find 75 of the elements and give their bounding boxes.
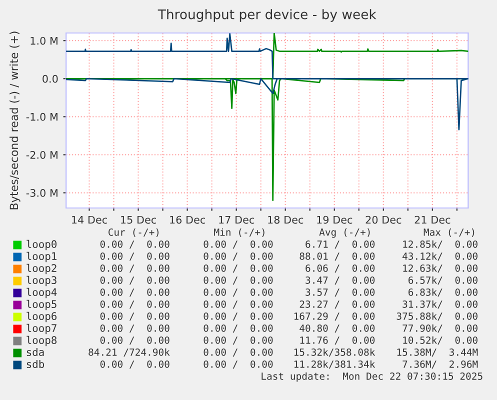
text: 15.32k/358.08k (294, 348, 376, 357)
legend-label: loop4 (26, 288, 57, 298)
text: 0.00 / 0.00 (204, 264, 273, 273)
text: Last update: Mon Dec 22 07:30:15 2025 (262, 372, 482, 382)
legend-label: sdb (26, 360, 44, 368)
text: 0.00 / 0.00 (100, 312, 170, 321)
text: 0.00 / 0.00 (204, 324, 273, 333)
text: 40.80 / 0.00 (300, 324, 375, 333)
text: 0.00 / 0.00 (100, 240, 170, 249)
text: 12.85k/ 0.00 (403, 240, 478, 249)
legend-label: loop3 (26, 276, 56, 286)
y-tick-label: -1.0 M (26, 112, 58, 121)
text: 0.00 / 0.00 (100, 264, 170, 273)
text: 88.01 / 0.00 (300, 252, 375, 261)
text: 0.00 / 0.00 (100, 360, 170, 369)
text: 0.00 / 0.00 (204, 276, 273, 285)
x-tick-label: 16 Dec (170, 216, 206, 224)
legend-label: loop8 (26, 336, 57, 346)
text: Avg (-/+) (319, 228, 370, 238)
y-axis-title: Bytes/second read (-) / write (+) (10, 32, 20, 210)
text: 43.12k/ 0.00 (402, 252, 478, 261)
text: 0.00 / 0.00 (204, 252, 273, 261)
text: 0.00 / 0.00 (204, 312, 273, 321)
text: 7.36M/ 2.96M (402, 360, 478, 369)
x-tick-label: 17 Dec (219, 216, 254, 224)
text: Min (-/+) (214, 228, 264, 237)
y-tick-label: 0.0 (42, 74, 58, 83)
text: 6.57k/ 0.00 (408, 276, 478, 285)
x-tick-label: 15 Dec (121, 216, 156, 224)
text: 77.90k/ 0.00 (402, 324, 478, 333)
chart-title: Throughput per device - by week (158, 9, 376, 22)
text: 0.00 / 0.00 (204, 336, 273, 345)
text: 11.76 / 0.00 (300, 336, 375, 345)
text: 3.57 / 0.00 (306, 288, 375, 297)
text: 0.00 / 0.00 (100, 324, 170, 333)
legend-label: loop6 (26, 312, 57, 322)
text: 11.28k/381.34k (294, 360, 376, 369)
y-tick-label: -3.0 M (26, 189, 58, 197)
x-tick-label: 18 Dec (268, 216, 304, 224)
legend-label: sda (26, 348, 44, 356)
text: 15.38M/ 3.44M (397, 348, 478, 357)
y-tick-label: -2.0 M (26, 150, 58, 159)
text: 0.00 / 0.00 (204, 360, 273, 369)
text: 31.37k/ 0.00 (402, 300, 478, 309)
text: 0.00 / 0.00 (204, 300, 273, 309)
text: 23.27 / 0.00 (300, 300, 375, 309)
text: 0.00 / 0.00 (100, 276, 170, 285)
text: 0.00 / 0.00 (204, 288, 273, 297)
text: 84.21 /724.90k (88, 348, 170, 357)
text: 6.06 / 0.00 (306, 264, 375, 273)
legend-label: loop0 (26, 240, 57, 250)
x-tick-label: 19 Dec (317, 216, 352, 224)
text: 0.00 / 0.00 (204, 348, 273, 357)
text: 6.71 / 0.00 (306, 240, 375, 249)
legend-label: loop5 (26, 300, 56, 310)
legend-label: loop1 (26, 252, 56, 262)
text: 167.29 / 0.00 (294, 312, 375, 321)
text: Cur (-/+) (108, 228, 159, 237)
x-tick-label: 20 Dec (366, 216, 402, 224)
y-tick-label: 1.0 M (30, 36, 58, 45)
text: 10.52k/ 0.00 (403, 336, 478, 345)
text: 0.00 / 0.00 (100, 252, 170, 261)
legend-label: loop7 (26, 324, 56, 334)
text: 0.00 / 0.00 (100, 300, 170, 309)
text: 375.88k/ 0.00 (396, 312, 478, 321)
text: Max (-/+) (424, 228, 474, 237)
text: 12.63k/ 0.00 (403, 264, 478, 273)
text: 0.00 / 0.00 (100, 336, 170, 345)
text: 6.83k/ 0.00 (408, 288, 478, 297)
x-tick-label: 21 Dec (414, 216, 450, 224)
text: 3.47 / 0.00 (306, 276, 375, 285)
text: 0.00 / 0.00 (204, 240, 273, 249)
text: 0.00 / 0.00 (100, 288, 170, 297)
x-tick-label: 14 Dec (72, 216, 107, 224)
legend-label: loop2 (26, 264, 56, 274)
